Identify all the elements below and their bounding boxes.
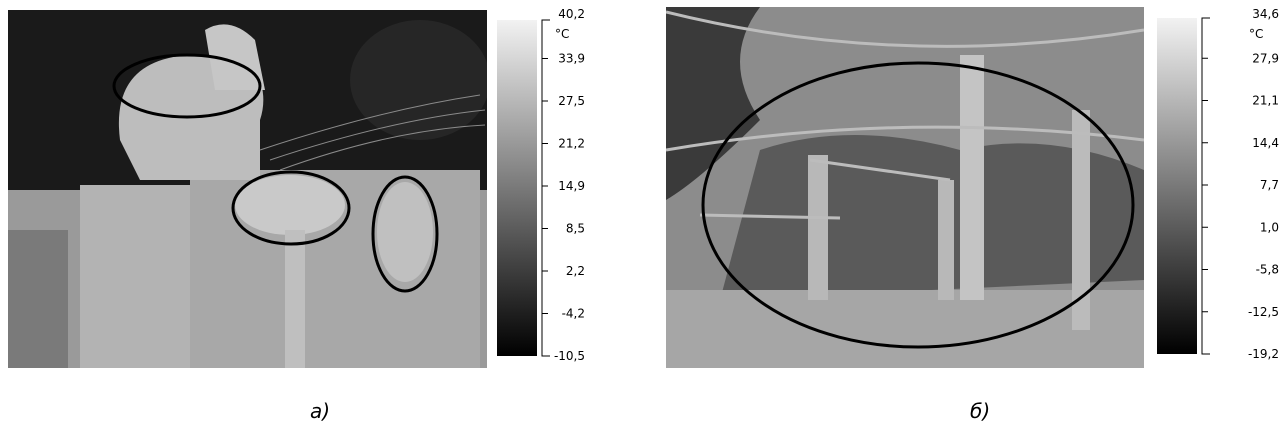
thermal-image-b [666, 7, 1144, 368]
scale-bracket [542, 20, 550, 356]
scale-label: 8,5 [566, 222, 585, 236]
color-scale [1157, 18, 1197, 354]
scale-label: 21,1 [1252, 94, 1279, 108]
scale-label: 14,4 [1252, 136, 1279, 150]
panel-caption: а) [310, 399, 330, 423]
scale-label: -4,2 [562, 307, 585, 321]
scale-label: 27,5 [558, 94, 585, 108]
unit-label: °C [555, 27, 569, 41]
scale-label: 27,9 [1252, 51, 1279, 65]
scale-label: -19,2 [1248, 347, 1279, 361]
color-scale [497, 20, 537, 356]
scale-label: 7,7 [1260, 178, 1279, 192]
figure: 40,2 33,9 27,5 21,2 14,9 8,5 2,2 -4,2 -10,5 °C а) 3… [0, 0, 1281, 434]
scale-label: 40,2 [558, 7, 585, 21]
scale-label: 34,6 [1252, 7, 1279, 21]
unit-label: °C [1249, 27, 1263, 41]
scale-label: 33,9 [558, 52, 585, 66]
scale-label: 21,2 [558, 137, 585, 151]
thermal-image-a [8, 10, 490, 368]
scale-label: -5,8 [1256, 263, 1279, 277]
scale-label: 1,0 [1260, 220, 1279, 234]
scale-label: -10,5 [554, 349, 585, 363]
scale-label: -12,5 [1248, 305, 1279, 319]
scale-label: 14,9 [558, 179, 585, 193]
scale-label: 2,2 [566, 264, 585, 278]
panel-caption: б) [970, 399, 990, 423]
scale-bracket [1202, 18, 1210, 354]
